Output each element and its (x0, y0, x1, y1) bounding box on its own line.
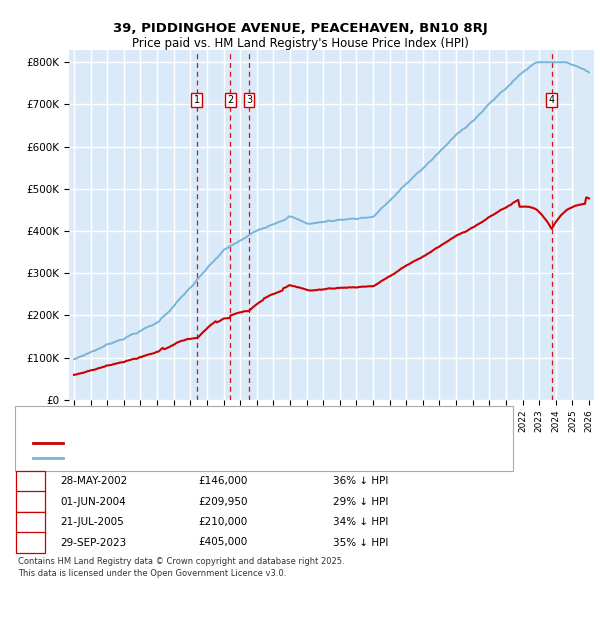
Text: 3: 3 (27, 517, 34, 527)
Text: 1: 1 (194, 95, 200, 105)
Text: 4: 4 (548, 95, 554, 105)
Text: Contains HM Land Registry data © Crown copyright and database right 2025.
This d: Contains HM Land Registry data © Crown c… (18, 557, 344, 578)
Text: 39, PIDDINGHOE AVENUE, PEACEHAVEN, BN10 8RJ (detached house): 39, PIDDINGHOE AVENUE, PEACEHAVEN, BN10 … (69, 438, 426, 448)
Text: 35% ↓ HPI: 35% ↓ HPI (333, 538, 388, 547)
Text: £209,950: £209,950 (198, 497, 248, 507)
Text: £146,000: £146,000 (198, 476, 247, 486)
Text: 29-SEP-2023: 29-SEP-2023 (60, 538, 126, 547)
Text: 2: 2 (27, 497, 34, 507)
Text: £405,000: £405,000 (198, 538, 247, 547)
Text: 21-JUL-2005: 21-JUL-2005 (60, 517, 124, 527)
Text: £210,000: £210,000 (198, 517, 247, 527)
Text: 28-MAY-2002: 28-MAY-2002 (60, 476, 127, 486)
Text: 34% ↓ HPI: 34% ↓ HPI (333, 517, 388, 527)
Text: 01-JUN-2004: 01-JUN-2004 (60, 497, 126, 507)
Text: 4: 4 (27, 538, 34, 547)
Text: 1: 1 (27, 476, 34, 486)
Text: 3: 3 (246, 95, 253, 105)
Text: HPI: Average price, detached house, Lewes: HPI: Average price, detached house, Lewe… (69, 453, 294, 463)
Text: Price paid vs. HM Land Registry's House Price Index (HPI): Price paid vs. HM Land Registry's House … (131, 37, 469, 50)
Text: 2: 2 (227, 95, 233, 105)
Text: 29% ↓ HPI: 29% ↓ HPI (333, 497, 388, 507)
Bar (574, 50, 594, 400)
Text: 36% ↓ HPI: 36% ↓ HPI (333, 476, 388, 486)
Text: 39, PIDDINGHOE AVENUE, PEACEHAVEN, BN10 8RJ: 39, PIDDINGHOE AVENUE, PEACEHAVEN, BN10 … (113, 22, 487, 35)
